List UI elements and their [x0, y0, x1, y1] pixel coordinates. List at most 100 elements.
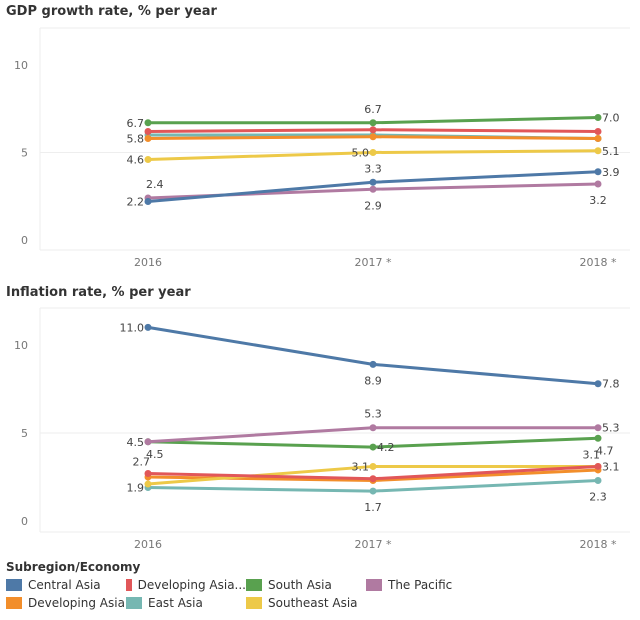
data-point — [369, 149, 377, 156]
data-label: 6.7 — [127, 117, 145, 130]
legend-label: Central Asia — [28, 578, 101, 592]
data-label: 2.4 — [146, 178, 164, 191]
data-point — [144, 323, 152, 331]
x-tick-label: 2018 * — [580, 538, 617, 551]
data-label: 6.7 — [364, 103, 382, 116]
data-label: 3.9 — [602, 166, 620, 179]
data-label: 3.1 — [602, 460, 620, 473]
data-point — [144, 135, 152, 142]
data-label: 7.0 — [602, 112, 620, 125]
data-label: 5.0 — [352, 147, 370, 160]
x-tick-label: 2017 * — [355, 256, 392, 269]
data-label: 3.2 — [589, 194, 607, 207]
legend-item[interactable]: South Asia — [246, 578, 366, 592]
data-label: 11.0 — [120, 321, 145, 334]
data-label: 4.6 — [127, 154, 145, 167]
data-label: 5.8 — [127, 133, 145, 146]
data-point — [369, 475, 377, 483]
gdp-chart: 0 5 10 2016 2017 * 2018 * 6.7 6.7 7.0 5.8 4.6 5.0 5.… — [14, 27, 630, 269]
data-point — [144, 469, 152, 477]
y-tick-label: 0 — [21, 234, 28, 247]
data-label: 3.1 — [583, 448, 601, 461]
legend-item[interactable]: Developing Asia... — [126, 578, 246, 592]
data-label: 2.2 — [127, 196, 145, 209]
data-point — [144, 156, 152, 163]
data-label: 1.9 — [127, 482, 145, 495]
gdp-chart-title: GDP growth rate, % per year — [6, 4, 217, 19]
data-point — [144, 128, 152, 135]
data-label: 1.7 — [364, 501, 382, 514]
y-tick-label: 5 — [21, 147, 28, 160]
x-tick-label: 2017 * — [355, 538, 392, 551]
legend-label: East Asia — [148, 596, 203, 610]
data-point — [369, 185, 377, 193]
y-tick-label: 10 — [14, 59, 28, 72]
legend-item[interactable]: The Pacific — [366, 578, 486, 592]
legend-swatch — [6, 579, 22, 591]
legend-item[interactable]: Central Asia — [6, 578, 126, 592]
data-label: 4.7 — [596, 444, 614, 457]
data-label: 3.1 — [352, 460, 370, 473]
data-label: 5.3 — [364, 408, 382, 421]
data-point — [369, 462, 377, 470]
legend-label: Developing Asia — [28, 596, 125, 610]
data-label: 5.1 — [602, 145, 620, 158]
data-point — [369, 360, 377, 368]
x-tick-label: 2016 — [134, 256, 162, 269]
data-label: 5.3 — [602, 422, 620, 435]
data-label: 3.3 — [364, 162, 382, 175]
legend-label: Southeast Asia — [268, 596, 358, 610]
data-point — [144, 480, 152, 488]
legend-item[interactable]: Developing Asia — [6, 596, 126, 610]
legend-label: The Pacific — [388, 578, 453, 592]
legend-swatch — [126, 579, 132, 591]
y-tick-label: 10 — [14, 339, 28, 352]
legend-swatch — [6, 597, 22, 609]
y-tick-label: 5 — [21, 427, 28, 440]
data-label: 2.7 — [133, 455, 151, 468]
data-point — [594, 477, 602, 485]
data-point — [594, 424, 602, 432]
data-point — [369, 424, 377, 432]
inflation-chart-title: Inflation rate, % per year — [6, 285, 191, 300]
data-point — [594, 180, 602, 188]
data-point — [594, 147, 602, 155]
legend: Subregion/Economy Central Asia Developing… — [6, 560, 486, 610]
x-tick-label: 2018 * — [580, 256, 617, 269]
legend-swatch — [366, 579, 382, 591]
data-label: 4.5 — [146, 448, 164, 461]
legend-label: Developing Asia... — [137, 578, 246, 592]
legend-title: Subregion/Economy — [6, 560, 141, 574]
legend-swatch — [246, 597, 262, 609]
data-point — [594, 114, 602, 121]
data-point — [369, 178, 377, 186]
data-point — [369, 487, 377, 495]
data-label: 2.9 — [364, 199, 382, 212]
data-label: 4.2 — [377, 441, 395, 454]
data-point — [369, 119, 377, 127]
data-point — [144, 119, 152, 127]
data-point — [144, 438, 152, 446]
data-point — [144, 198, 152, 205]
data-point — [594, 168, 602, 176]
legend-swatch — [246, 579, 262, 591]
data-point — [594, 434, 602, 442]
data-point — [369, 133, 377, 141]
data-point — [594, 128, 602, 135]
legend-label: South Asia — [268, 578, 332, 592]
data-label: 7.8 — [602, 378, 620, 391]
legend-item[interactable]: East Asia — [126, 596, 246, 610]
data-label: 8.9 — [364, 374, 382, 387]
y-tick-label: 0 — [21, 515, 28, 528]
x-tick-label: 2016 — [134, 538, 162, 551]
data-point — [594, 135, 602, 142]
legend-swatch — [126, 597, 142, 609]
legend-item[interactable]: Southeast Asia — [246, 596, 366, 610]
data-label: 4.5 — [127, 436, 145, 449]
data-point — [594, 462, 602, 470]
data-label: 2.3 — [589, 491, 607, 504]
data-point — [369, 443, 377, 451]
data-point — [594, 380, 602, 388]
data-point — [369, 126, 377, 134]
